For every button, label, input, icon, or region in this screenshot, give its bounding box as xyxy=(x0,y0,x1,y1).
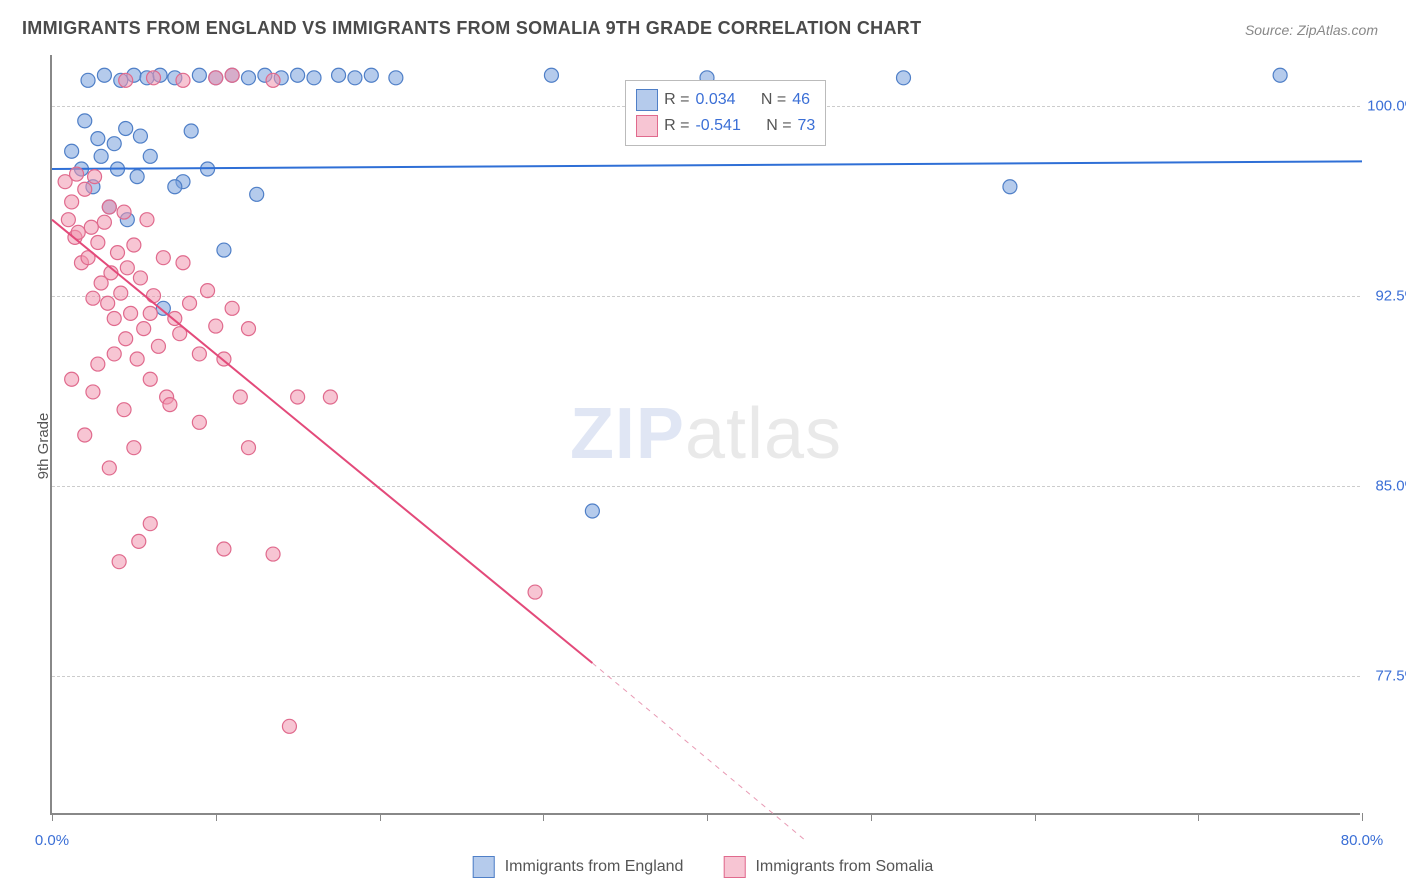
stats-swatch xyxy=(636,89,658,111)
legend-label-england: Immigrants from England xyxy=(505,858,684,876)
x-tick-label-right: 80.0% xyxy=(1341,832,1384,849)
y-tick-label: 92.5% xyxy=(1375,287,1406,304)
legend-label-somalia: Immigrants from Somalia xyxy=(755,858,933,876)
stats-swatch xyxy=(636,115,658,137)
legend-item-england: Immigrants from England xyxy=(473,856,684,878)
swatch-england xyxy=(473,856,495,878)
y-tick-label: 77.5% xyxy=(1375,667,1406,684)
y-tick-label: 100.0% xyxy=(1367,97,1406,114)
y-tick-label: 85.0% xyxy=(1375,477,1406,494)
source-attribution: Source: ZipAtlas.com xyxy=(1245,22,1378,38)
plot-area: ZIPatlas 77.5%85.0%92.5%100.0%0.0%80.0% … xyxy=(50,55,1360,815)
legend-stats-box: R = 0.034 N = 46 R = -0.541 N = 73 xyxy=(625,80,826,146)
chart-svg xyxy=(52,55,1360,813)
legend-item-somalia: Immigrants from Somalia xyxy=(723,856,933,878)
x-tick-label-left: 0.0% xyxy=(35,832,69,849)
legend-bottom: Immigrants from England Immigrants from … xyxy=(473,856,934,878)
swatch-somalia xyxy=(723,856,745,878)
chart-title: IMMIGRANTS FROM ENGLAND VS IMMIGRANTS FR… xyxy=(22,18,921,39)
